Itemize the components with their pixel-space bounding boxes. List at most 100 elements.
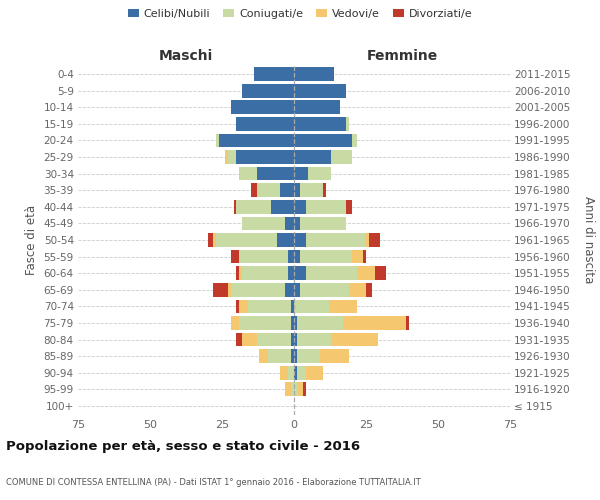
Bar — [305, 200, 346, 213]
Bar — [239, 300, 248, 313]
Bar — [300, 250, 352, 264]
Y-axis label: Anni di nascita: Anni di nascita — [582, 196, 595, 284]
Bar — [343, 316, 406, 330]
Legend: Celibi/Nubili, Coniugati/e, Vedovi/e, Divorziati/e: Celibi/Nubili, Coniugati/e, Vedovi/e, Di… — [124, 6, 476, 22]
Bar — [363, 250, 366, 264]
Bar — [291, 382, 294, 396]
Bar — [236, 300, 239, 313]
Bar — [239, 250, 288, 264]
Bar — [257, 167, 294, 180]
Bar — [294, 382, 297, 396]
Bar — [294, 366, 297, 380]
Bar — [294, 167, 308, 180]
Bar — [242, 216, 286, 230]
Bar — [236, 332, 242, 346]
Bar — [242, 266, 288, 280]
Bar — [305, 233, 366, 247]
Bar — [294, 84, 346, 98]
Bar — [300, 216, 346, 230]
Bar — [286, 216, 294, 230]
Bar — [323, 184, 326, 197]
Bar — [294, 266, 305, 280]
Bar — [236, 150, 294, 164]
Bar — [242, 332, 257, 346]
Bar — [302, 382, 305, 396]
Text: COMUNE DI CONTESSA ENTELLINA (PA) - Dati ISTAT 1° gennaio 2016 - Elaborazione TU: COMUNE DI CONTESSA ENTELLINA (PA) - Dati… — [6, 478, 421, 487]
Bar — [225, 150, 228, 164]
Bar — [294, 184, 300, 197]
Bar — [305, 266, 358, 280]
Bar — [374, 266, 386, 280]
Text: Popolazione per età, sesso e stato civile - 2016: Popolazione per età, sesso e stato civil… — [6, 440, 360, 453]
Bar — [294, 316, 297, 330]
Bar — [277, 233, 294, 247]
Bar — [219, 134, 294, 147]
Bar — [233, 200, 236, 213]
Bar — [259, 350, 268, 363]
Bar — [294, 233, 305, 247]
Bar — [329, 300, 358, 313]
Bar — [297, 350, 320, 363]
Bar — [297, 316, 343, 330]
Bar — [308, 167, 331, 180]
Bar — [251, 184, 257, 197]
Bar — [228, 150, 236, 164]
Bar — [291, 316, 294, 330]
Bar — [214, 233, 216, 247]
Bar — [294, 150, 331, 164]
Bar — [271, 200, 294, 213]
Text: Maschi: Maschi — [159, 48, 213, 62]
Bar — [320, 350, 349, 363]
Bar — [236, 117, 294, 130]
Bar — [294, 216, 300, 230]
Bar — [300, 283, 349, 296]
Bar — [291, 300, 294, 313]
Bar — [331, 332, 377, 346]
Bar — [216, 233, 277, 247]
Bar — [294, 332, 297, 346]
Bar — [352, 134, 358, 147]
Bar — [236, 200, 271, 213]
Bar — [230, 100, 294, 114]
Bar — [294, 350, 297, 363]
Bar — [280, 366, 288, 380]
Bar — [358, 266, 374, 280]
Bar — [288, 366, 294, 380]
Bar — [294, 134, 352, 147]
Bar — [297, 366, 305, 380]
Bar — [294, 100, 340, 114]
Bar — [248, 300, 291, 313]
Bar — [331, 150, 352, 164]
Bar — [349, 283, 366, 296]
Bar — [346, 200, 352, 213]
Bar — [208, 233, 214, 247]
Bar — [297, 332, 331, 346]
Bar — [291, 332, 294, 346]
Bar — [288, 250, 294, 264]
Bar — [268, 350, 291, 363]
Bar — [214, 283, 228, 296]
Bar — [288, 266, 294, 280]
Bar — [406, 316, 409, 330]
Bar — [294, 283, 300, 296]
Bar — [305, 366, 323, 380]
Bar — [346, 117, 349, 130]
Bar — [216, 134, 219, 147]
Bar — [294, 300, 329, 313]
Bar — [291, 350, 294, 363]
Bar — [366, 283, 372, 296]
Bar — [294, 68, 334, 81]
Bar — [230, 283, 286, 296]
Bar — [230, 316, 239, 330]
Bar — [242, 84, 294, 98]
Y-axis label: Fasce di età: Fasce di età — [25, 205, 38, 275]
Bar — [257, 332, 291, 346]
Bar — [257, 184, 280, 197]
Bar — [297, 382, 302, 396]
Bar — [300, 184, 323, 197]
Bar — [236, 266, 239, 280]
Bar — [228, 283, 230, 296]
Bar — [239, 167, 257, 180]
Bar — [254, 68, 294, 81]
Text: Femmine: Femmine — [367, 48, 437, 62]
